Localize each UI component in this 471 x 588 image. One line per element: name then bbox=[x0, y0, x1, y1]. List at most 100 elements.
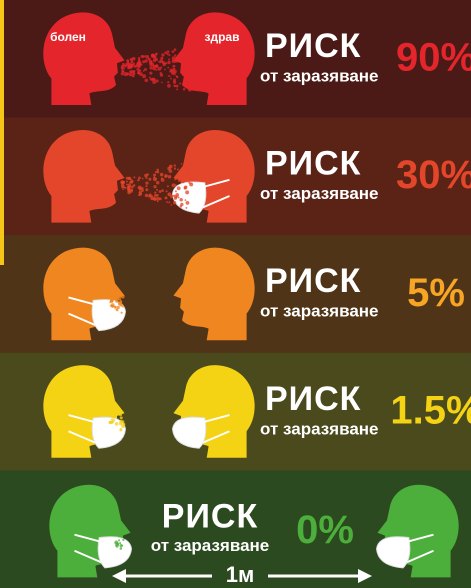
spray-dot bbox=[120, 428, 122, 430]
spray-dot bbox=[185, 161, 189, 165]
spray-dot bbox=[175, 190, 177, 192]
spray-dot bbox=[182, 64, 184, 66]
spray-dot bbox=[125, 63, 128, 66]
spray-dot bbox=[137, 179, 139, 181]
risk-title: РИСК bbox=[265, 262, 361, 300]
spray-dot bbox=[172, 183, 176, 187]
spray-dot bbox=[179, 198, 183, 202]
spray-dot bbox=[184, 68, 187, 71]
spray-dot bbox=[136, 68, 139, 71]
spray-dot bbox=[131, 186, 134, 189]
spray-dot bbox=[182, 74, 184, 76]
spray-dot bbox=[164, 69, 166, 71]
spray-dot bbox=[191, 42, 193, 44]
spray-dot bbox=[110, 420, 114, 424]
spray-dot bbox=[176, 88, 178, 90]
spray-dot bbox=[190, 64, 192, 66]
spray-dot bbox=[120, 416, 123, 419]
spray-dot bbox=[155, 53, 157, 55]
spray-dot bbox=[120, 547, 123, 550]
spray-dot bbox=[184, 72, 187, 75]
spray-dot bbox=[115, 296, 118, 299]
spray-dot bbox=[148, 58, 151, 61]
spray-dot bbox=[187, 42, 189, 44]
spray-dot bbox=[161, 53, 164, 56]
spray-dot bbox=[190, 183, 192, 185]
spray-dot bbox=[171, 204, 173, 206]
spray-dot bbox=[169, 71, 171, 73]
healthy-label: здрав bbox=[205, 30, 240, 44]
spray-dot bbox=[173, 80, 176, 83]
spray-dot bbox=[179, 52, 181, 54]
spray-dot bbox=[160, 173, 164, 177]
risk-value: 90% bbox=[396, 36, 471, 80]
spray-dot bbox=[128, 67, 130, 69]
spray-dot bbox=[167, 81, 169, 83]
risk-subtitle: от заразяване bbox=[260, 419, 379, 438]
spray-dot bbox=[120, 544, 123, 547]
spray-dot bbox=[128, 177, 132, 181]
spray-dot bbox=[175, 197, 177, 199]
spray-dot bbox=[112, 416, 114, 418]
spray-dot bbox=[138, 62, 142, 66]
sick-label: болен bbox=[50, 30, 86, 44]
spray-dot bbox=[119, 413, 122, 416]
spray-dot bbox=[169, 165, 173, 169]
spray-dot bbox=[183, 88, 186, 91]
spray-dot bbox=[145, 176, 147, 178]
spray-dot bbox=[137, 71, 140, 74]
spray-dot bbox=[181, 163, 183, 165]
spray-dot bbox=[190, 75, 192, 77]
spray-dot bbox=[116, 545, 119, 548]
spray-dot bbox=[176, 75, 178, 77]
spray-dot bbox=[177, 60, 180, 63]
risk-value: 30% bbox=[396, 153, 471, 197]
spray-dot bbox=[133, 70, 135, 72]
spray-dot bbox=[141, 55, 144, 58]
spray-dot bbox=[122, 63, 124, 65]
spray-dot bbox=[138, 60, 140, 62]
spray-dot bbox=[189, 168, 191, 170]
spray-dot bbox=[149, 77, 151, 79]
spray-dot bbox=[168, 201, 170, 203]
spray-dot bbox=[126, 183, 128, 185]
spray-dot bbox=[160, 73, 163, 76]
spray-dot bbox=[115, 308, 117, 310]
spray-dot bbox=[187, 72, 189, 74]
spray-dot bbox=[173, 85, 176, 88]
spray-dot bbox=[121, 420, 124, 423]
spray-dot bbox=[185, 190, 189, 194]
spray-dot bbox=[157, 67, 161, 71]
spray-dot bbox=[156, 169, 158, 171]
spray-dot bbox=[160, 59, 164, 63]
spray-dot bbox=[155, 171, 157, 173]
spray-dot bbox=[111, 418, 113, 420]
spray-dot bbox=[177, 186, 181, 190]
spray-dot bbox=[121, 69, 123, 71]
spray-dot bbox=[158, 61, 160, 63]
spray-dot bbox=[121, 424, 125, 428]
spray-dot bbox=[154, 191, 156, 193]
spray-dot bbox=[155, 178, 157, 180]
infographic: РИСКот заразяване90%РИСКот заразяване30%… bbox=[0, 0, 471, 588]
spray-dot bbox=[121, 312, 123, 314]
spray-dot bbox=[115, 422, 119, 426]
spray-dot bbox=[187, 56, 191, 60]
spray-dot bbox=[179, 83, 181, 85]
spray-dot bbox=[156, 189, 158, 191]
spray-dot bbox=[184, 56, 186, 58]
spray-dot bbox=[174, 178, 176, 180]
spray-dot bbox=[153, 59, 156, 62]
spray-dot bbox=[154, 194, 157, 197]
spray-dot bbox=[153, 56, 156, 59]
spray-dot bbox=[173, 201, 176, 204]
spray-dot bbox=[166, 190, 168, 192]
spray-dot bbox=[161, 189, 164, 192]
spray-dot bbox=[115, 300, 118, 303]
spray-dot bbox=[188, 81, 192, 85]
spray-dot bbox=[122, 306, 124, 308]
spray-dot bbox=[121, 295, 125, 299]
spray-dot bbox=[121, 185, 125, 189]
spray-dot bbox=[173, 195, 175, 197]
spray-dot bbox=[180, 203, 183, 206]
